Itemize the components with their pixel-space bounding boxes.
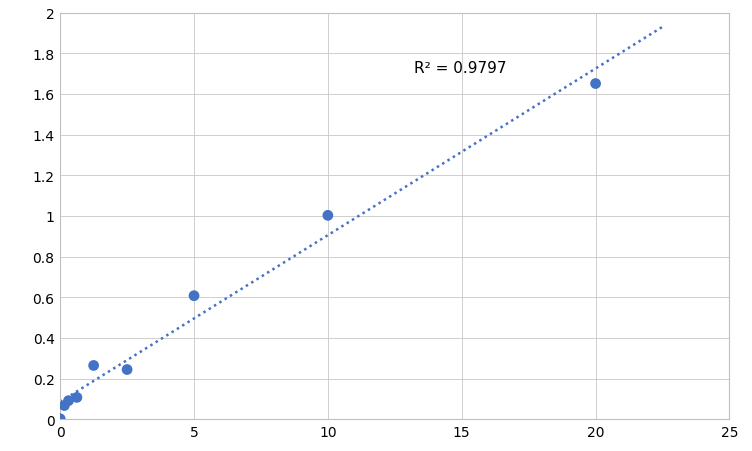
Point xyxy=(71,394,83,401)
Point xyxy=(188,292,200,299)
Point xyxy=(59,402,71,409)
Point xyxy=(54,415,66,423)
Point xyxy=(62,397,74,405)
Point xyxy=(121,366,133,373)
Point xyxy=(590,81,602,88)
Point xyxy=(322,212,334,220)
Point xyxy=(87,362,99,369)
Text: R² = 0.9797: R² = 0.9797 xyxy=(414,61,506,76)
